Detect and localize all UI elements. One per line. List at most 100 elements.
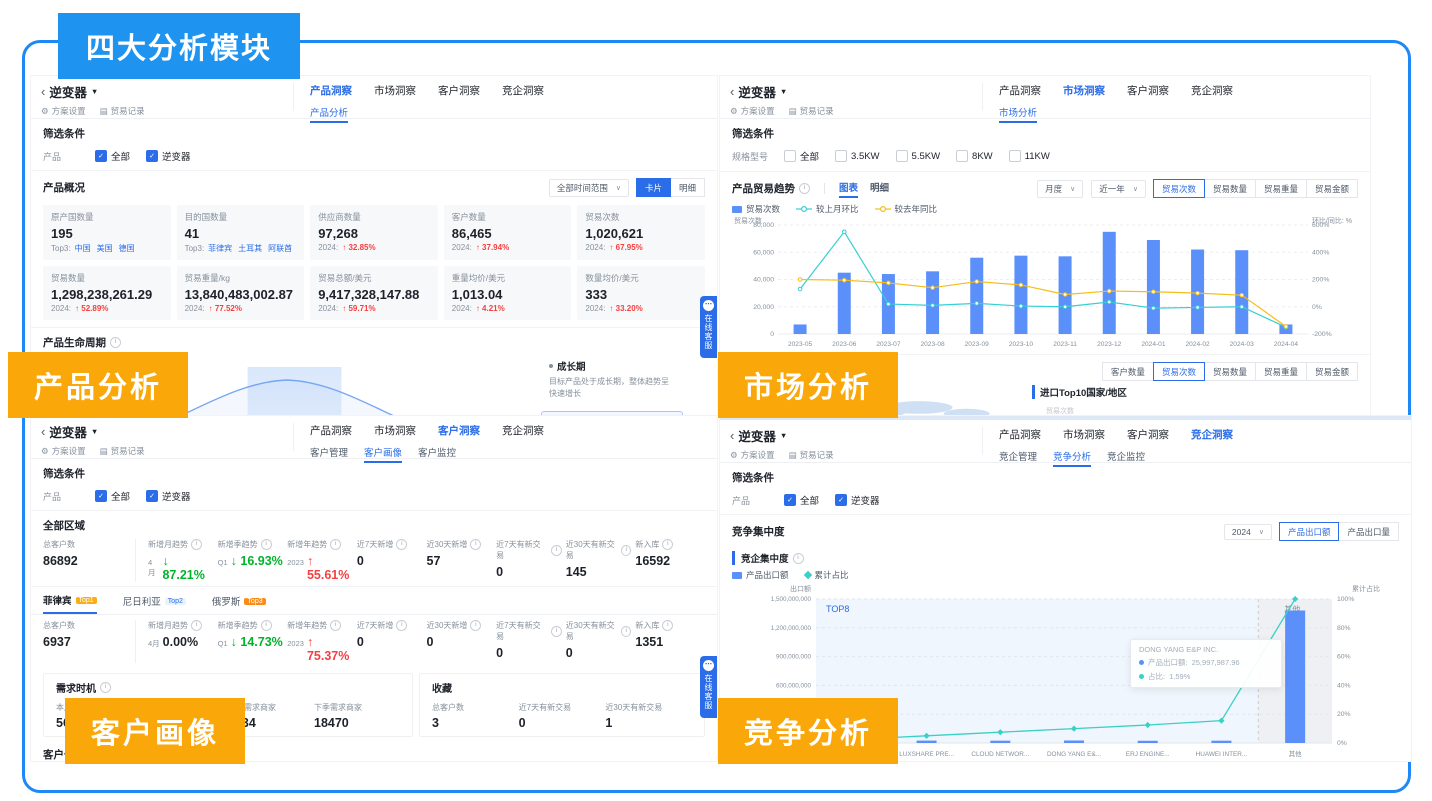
checkbox-3.5KW[interactable]: 3.5KW (835, 150, 880, 162)
checkbox-box[interactable] (1008, 150, 1021, 162)
tab-产品洞察[interactable]: 产品洞察 (999, 429, 1041, 441)
link-方案设置[interactable]: ⚙ 方案设置 (730, 105, 775, 117)
button-卡片[interactable]: 卡片 (635, 178, 671, 197)
button-贸易重量[interactable]: 贸易重量 (1254, 179, 1307, 198)
stage-成熟期[interactable]: 成熟期目标产品处于成熟期，整体趋势呈平稳增长 (541, 411, 683, 416)
top3-link-菲律宾[interactable]: 菲律宾 (208, 244, 233, 253)
checkbox-box[interactable]: ✓ (784, 494, 796, 506)
subtab-明细[interactable]: 明细 (870, 182, 890, 194)
tab-产品洞察[interactable]: 产品洞察 (310, 425, 352, 437)
tab-竞企洞察[interactable]: 竞企洞察 (502, 85, 544, 97)
checkbox-box[interactable]: ✓ (835, 494, 848, 506)
country-tab-俄罗斯[interactable]: 俄罗斯 Top3 (212, 593, 266, 614)
info-icon[interactable]: i (330, 539, 342, 550)
subtab-客户画像[interactable]: 客户画像 (364, 445, 403, 463)
button-贸易金额[interactable]: 贸易金额 (1305, 362, 1358, 381)
checkbox-全部[interactable]: ✓ 全部 (95, 489, 130, 503)
info-icon[interactable]: i (470, 539, 482, 550)
subtab-竞企管理[interactable]: 竞企管理 (999, 452, 1038, 463)
checkbox-box[interactable] (835, 150, 848, 162)
legend-较上月环比[interactable]: 较上月环比 (796, 203, 859, 215)
info-icon[interactable]: i (330, 620, 342, 631)
country-tab-菲律宾[interactable]: 菲律宾 Top1 (43, 593, 97, 614)
checkbox-box[interactable]: ✓ (146, 490, 159, 502)
tab-客户洞察[interactable]: 客户洞察 (438, 85, 480, 97)
top3-link-美国[interactable]: 美国 (96, 244, 113, 253)
product-selector[interactable]: ‹ 逆变器 ▼ (730, 82, 978, 101)
checkbox-全部[interactable]: ✓ 全部 (95, 149, 130, 163)
tab-竞企洞察[interactable]: 竞企洞察 (1191, 85, 1233, 97)
checkbox-全部[interactable]: ✓ 全部 (784, 493, 819, 507)
online-service-button[interactable]: ⋯ 在线客服 (700, 296, 717, 358)
top3-link-德国[interactable]: 德国 (118, 244, 135, 253)
link-方案设置[interactable]: ⚙ 方案设置 (41, 105, 86, 117)
info-icon[interactable]: i (260, 539, 272, 550)
info-icon[interactable]: i (396, 620, 408, 631)
button-贸易金额[interactable]: 贸易金额 (1305, 179, 1358, 198)
link-贸易记录[interactable]: ▤ 贸易记录 (789, 449, 834, 461)
button-客户数量[interactable]: 客户数量 (1101, 362, 1154, 381)
country-tab-尼日利亚[interactable]: 尼日利亚 Top2 (123, 593, 186, 614)
stage-成长期[interactable]: 成长期 目标产品处于成长期，整体趋势呈快速增长 (541, 354, 683, 405)
online-service-button[interactable]: ⋯ 在线客服 (700, 656, 717, 718)
subtab-竞争分析[interactable]: 竞争分析 (1053, 449, 1092, 467)
subtab-客户管理[interactable]: 客户管理 (310, 448, 349, 459)
info-icon[interactable]: i (260, 620, 272, 631)
top3-link-阿联酋[interactable]: 阿联酋 (268, 244, 293, 253)
back-icon[interactable]: ‹ (730, 84, 735, 99)
product-selector[interactable]: ‹ 逆变器 ▼ (730, 426, 978, 445)
checkbox-box[interactable]: ✓ (95, 490, 107, 502)
tab-竞企洞察[interactable]: 竞企洞察 (502, 425, 544, 437)
button-贸易次数[interactable]: 贸易次数 (1152, 362, 1205, 381)
subtab-市场分析[interactable]: 市场分析 (999, 105, 1038, 123)
info-icon[interactable]: i (621, 625, 632, 637)
link-方案设置[interactable]: ⚙ 方案设置 (41, 445, 86, 457)
button-贸易次数[interactable]: 贸易次数 (1152, 179, 1205, 198)
period-select[interactable]: 月度 ∨ (1037, 179, 1084, 198)
link-方案设置[interactable]: ⚙ 方案设置 (730, 449, 775, 461)
checkbox-box[interactable] (784, 150, 796, 162)
button-产品出口额[interactable]: 产品出口额 (1278, 522, 1340, 541)
product-selector[interactable]: ‹ 逆变器 ▼ (41, 422, 289, 441)
back-icon[interactable]: ‹ (41, 424, 46, 439)
product-selector[interactable]: ‹ 逆变器 ▼ (41, 82, 289, 101)
info-icon[interactable]: i (110, 337, 121, 348)
checkbox-逆变器[interactable]: ✓ 逆变器 (146, 149, 191, 163)
button-贸易数量[interactable]: 贸易数量 (1203, 179, 1256, 198)
legend-贸易次数[interactable]: 贸易次数 (732, 203, 780, 215)
checkbox-box[interactable]: ✓ (95, 150, 107, 162)
legend-产品出口额[interactable]: 产品出口额 (732, 569, 789, 581)
top3-link-土耳其[interactable]: 土耳其 (238, 244, 263, 253)
checkbox-逆变器[interactable]: ✓ 逆变器 (146, 489, 191, 503)
tab-市场洞察[interactable]: 市场洞察 (1063, 429, 1105, 441)
back-icon[interactable]: ‹ (41, 84, 46, 99)
checkbox-box[interactable] (895, 150, 908, 162)
tab-竞企洞察[interactable]: 竞企洞察 (1191, 429, 1233, 441)
tab-客户洞察[interactable]: 客户洞察 (1127, 85, 1169, 97)
checkbox-box[interactable]: ✓ (146, 150, 159, 162)
info-icon[interactable]: i (662, 620, 674, 631)
info-icon[interactable]: i (662, 539, 674, 550)
legend-累计占比[interactable]: 累计占比 (803, 569, 849, 581)
info-icon[interactable]: i (621, 544, 632, 556)
info-icon[interactable]: i (799, 183, 810, 194)
link-贸易记录[interactable]: ▤ 贸易记录 (100, 105, 145, 117)
info-icon[interactable]: i (470, 620, 482, 631)
subtab-竞企监控[interactable]: 竞企监控 (1107, 452, 1146, 463)
tab-产品洞察[interactable]: 产品洞察 (310, 85, 352, 97)
year-select[interactable]: 2024 ∨ (1223, 523, 1272, 540)
tab-市场洞察[interactable]: 市场洞察 (374, 425, 416, 437)
range-select[interactable]: 近一年 ∨ (1091, 179, 1146, 198)
top3-link-中国[interactable]: 中国 (74, 244, 91, 253)
info-icon[interactable]: i (396, 539, 408, 550)
back-icon[interactable]: ‹ (730, 428, 735, 443)
button-贸易数量[interactable]: 贸易数量 (1203, 362, 1256, 381)
info-icon[interactable]: i (550, 544, 562, 556)
tab-市场洞察[interactable]: 市场洞察 (1063, 85, 1105, 97)
subtab-产品分析[interactable]: 产品分析 (310, 105, 349, 123)
checkbox-11KW[interactable]: 11KW (1008, 150, 1050, 162)
link-贸易记录[interactable]: ▤ 贸易记录 (100, 445, 145, 457)
checkbox-8KW[interactable]: 8KW (956, 150, 993, 162)
checkbox-5.5KW[interactable]: 5.5KW (895, 150, 940, 162)
checkbox-box[interactable] (956, 150, 969, 162)
